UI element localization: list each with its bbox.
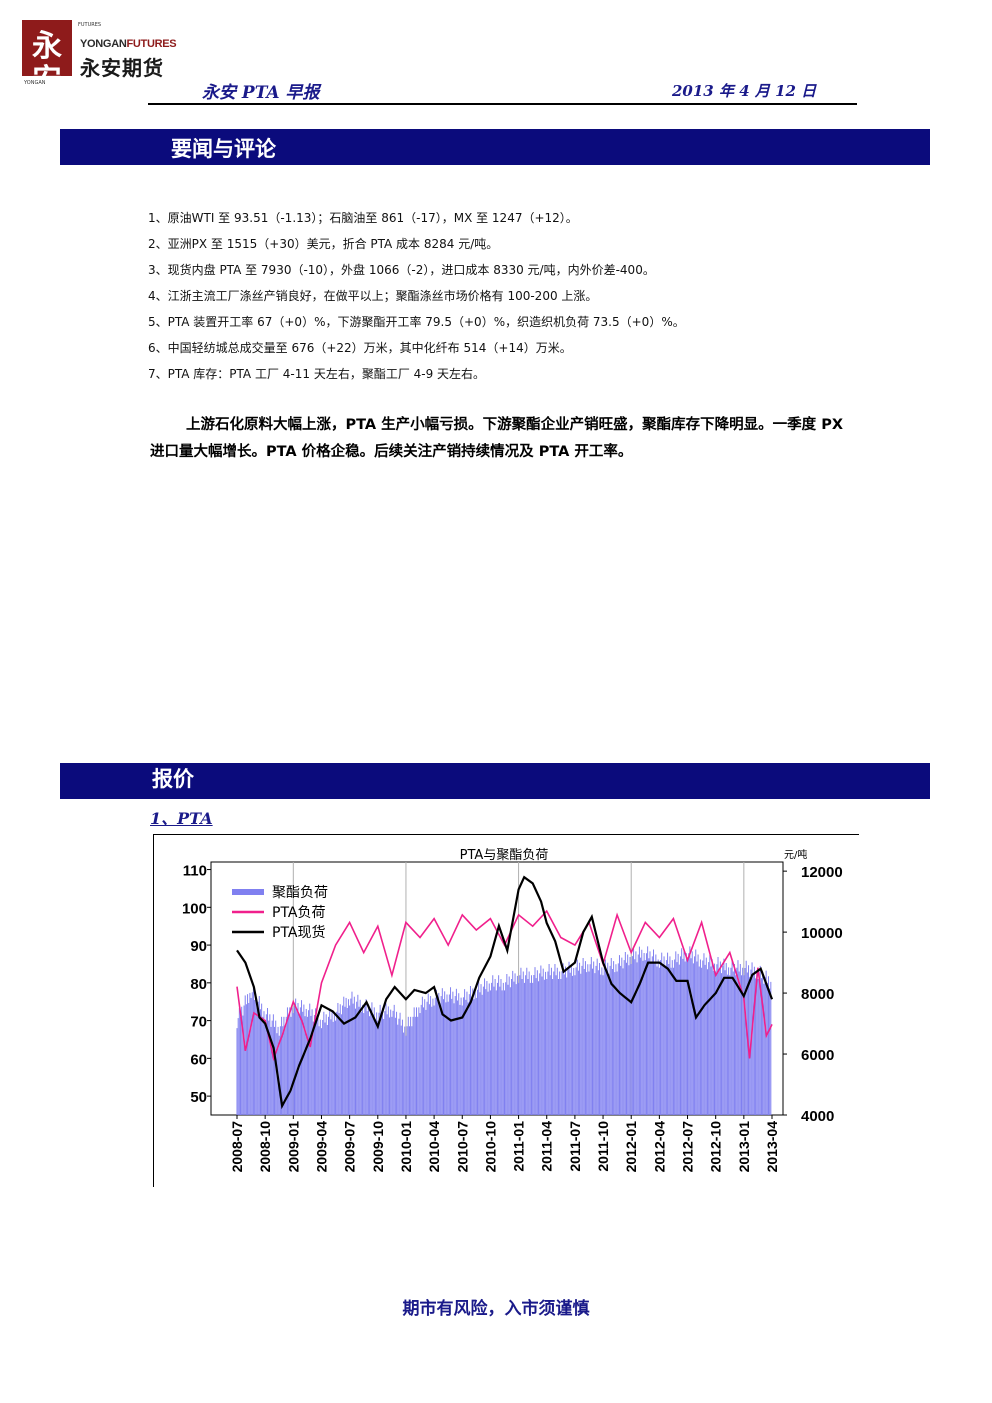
market-summary: 上游石化原料大幅上涨，PTA 生产小幅亏损。下游聚酯企业产销旺盛，聚酯库存下降明… xyxy=(150,417,844,460)
right-tick-label: 6000 xyxy=(801,1047,834,1064)
left-tick-label: 110 xyxy=(183,863,207,880)
left-tick-label: 70 xyxy=(190,1014,207,1031)
x-tick-label: 2011-10 xyxy=(595,1121,611,1172)
x-tick-label: 2010-04 xyxy=(426,1121,442,1173)
news-item: 5、PTA 装置开工率 67（+0）%，下游聚酯开工率 79.5（+0）%，织造… xyxy=(148,315,685,329)
x-tick-label: 2012-04 xyxy=(651,1121,667,1173)
logo-chinese-name: 永安期货 xyxy=(80,56,164,80)
x-tick-label: 2011-01 xyxy=(511,1121,527,1172)
x-tick-label: 2011-04 xyxy=(539,1121,555,1172)
news-item: 4、江浙主流工厂涤丝产销良好，在做平以上；聚酯涤丝市场价格有 100-200 上… xyxy=(148,289,598,303)
left-tick-label: 100 xyxy=(182,900,207,917)
section-bar-quote: 报价 xyxy=(60,763,930,799)
right-axis-unit: 元/吨 xyxy=(784,848,807,861)
chart-frame: PTA与聚酯负荷 元/吨 50 60 70 80 90 100 110 4000 6000 8000 1… xyxy=(153,834,859,1187)
pta-polyester-chart: PTA与聚酯负荷 元/吨 50 60 70 80 90 100 110 4000 6000 8000 1… xyxy=(182,848,843,1173)
x-tick-label: 2009-07 xyxy=(342,1121,358,1173)
legend-swatch xyxy=(232,889,264,895)
x-tick-label: 2013-04 xyxy=(764,1121,780,1173)
x-tick-label: 2009-01 xyxy=(285,1121,301,1173)
news-item: 1、原油WTI 至 93.51（-1.13）；石脑油至 861（-17），MX … xyxy=(148,211,578,225)
company-logo: 永安 FUTURES YONGANFUTURES 永安期货 YONGAN xyxy=(22,20,192,98)
x-tick-label: 2010-07 xyxy=(454,1121,470,1173)
chart-title: PTA与聚酯负荷 xyxy=(460,848,549,863)
logo-english-name: YONGANFUTURES xyxy=(80,38,177,50)
logo-small-text: FUTURES xyxy=(78,22,102,28)
sub-heading-pta: 1、PTA xyxy=(150,809,213,828)
right-tick-label: 4000 xyxy=(801,1108,834,1125)
right-tick-label: 10000 xyxy=(801,925,843,942)
right-tick-label: 8000 xyxy=(801,986,834,1003)
legend-label: PTA现货 xyxy=(272,924,325,941)
section-title-quote: 报价 xyxy=(152,767,194,791)
news-item: 7、PTA 库存：PTA 工厂 4-11 天左右，聚酯工厂 4-9 天左右。 xyxy=(148,367,486,381)
report-date: 2013 年 4 月 12 日 xyxy=(672,82,817,100)
x-tick-label: 2012-01 xyxy=(623,1121,639,1173)
right-tick-label: 12000 xyxy=(801,864,843,881)
header-divider xyxy=(148,103,857,105)
x-tick-label: 2010-10 xyxy=(482,1121,498,1173)
report-title: 永安 PTA 早报 xyxy=(202,83,320,103)
x-tick-label: 2010-01 xyxy=(398,1121,414,1173)
left-tick-label: 50 xyxy=(190,1089,207,1106)
x-tick-label: 2012-07 xyxy=(680,1121,696,1173)
x-tick-label: 2009-04 xyxy=(313,1121,329,1173)
left-tick-label: 90 xyxy=(190,938,207,955)
left-tick-label: 80 xyxy=(190,976,207,993)
series-line xyxy=(236,875,774,1110)
x-tick-label: 2012-10 xyxy=(708,1121,724,1173)
left-tick-label: 60 xyxy=(190,1051,207,1068)
risk-warning: 期市有风险，入市须谨慎 xyxy=(402,1299,590,1319)
logo-mark: 永安 xyxy=(22,20,72,98)
section-title-news: 要闻与评论 xyxy=(171,137,276,161)
legend-label: 聚酯负荷 xyxy=(272,885,328,901)
legend-label: PTA负荷 xyxy=(272,905,325,921)
x-tick-label: 2008-07 xyxy=(229,1121,245,1173)
news-list: 1、原油WTI 至 93.51（-1.13）；石脑油至 861（-17），MX … xyxy=(148,205,685,387)
x-tick-label: 2008-10 xyxy=(257,1121,273,1173)
news-item: 3、现货内盘 PTA 至 7930（-10），外盘 1066（-2），进口成本 … xyxy=(148,263,655,277)
x-tick-label: 2013-01 xyxy=(736,1121,752,1173)
logo-bottom-text: YONGAN xyxy=(24,80,46,86)
news-item: 2、亚洲PX 至 1515（+30）美元，折合 PTA 成本 8284 元/吨。 xyxy=(148,237,499,251)
section-bar-news: 要闻与评论 xyxy=(60,129,930,165)
x-tick-label: 2011-07 xyxy=(567,1121,583,1172)
x-tick-label: 2009-10 xyxy=(370,1121,386,1173)
news-item: 6、中国轻纺城总成交量至 676（+22）万米，其中化纤布 514（+14）万米… xyxy=(148,341,572,355)
